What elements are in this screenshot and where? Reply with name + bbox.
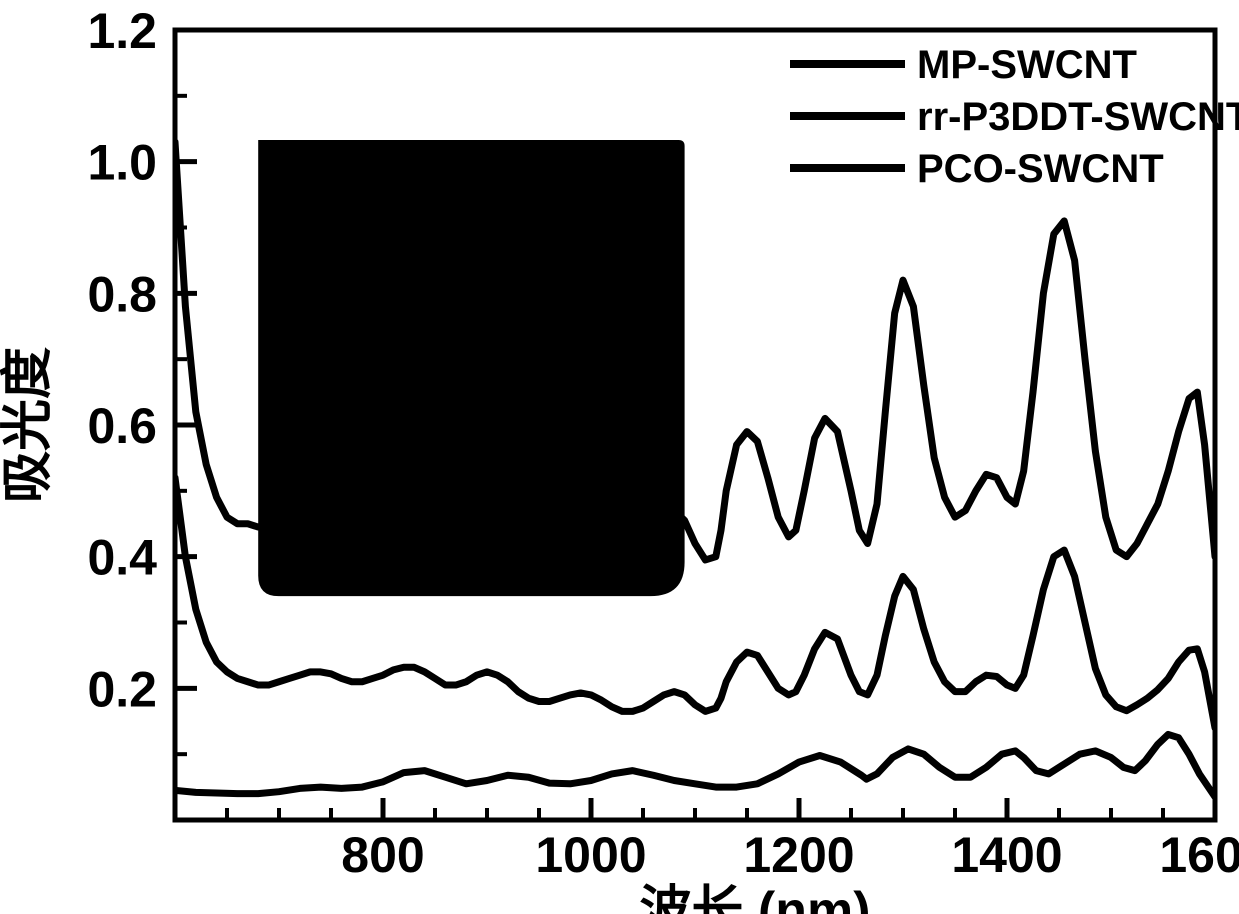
x-tick-label: 1600 (1159, 827, 1239, 883)
y-tick-label: 0.2 (87, 661, 157, 717)
y-tick-label: 0.4 (87, 530, 157, 586)
x-tick-label: 1000 (535, 827, 646, 883)
legend-label: PCO-SWCNT (917, 147, 1164, 191)
inset-image (258, 140, 684, 596)
y-tick-label: 0.6 (87, 398, 157, 454)
x-tick-label: 1200 (743, 827, 854, 883)
legend-label: MP-SWCNT (917, 43, 1137, 87)
legend-label: rr-P3DDT-SWCNT (917, 95, 1239, 139)
legend-swatch (790, 112, 905, 120)
legend-swatch (790, 60, 905, 68)
y-tick-label: 1.2 (87, 3, 157, 59)
spectrum-chart: 800 1000 1200 1400 1600 0.2 0.4 0.6 0.8 1.0 1.2 波长 … (0, 0, 1239, 914)
x-tick-label: 1400 (951, 827, 1062, 883)
y-tick-label: 0.8 (87, 266, 157, 322)
x-tick-label: 800 (341, 827, 424, 883)
chart-root: 800 1000 1200 1400 1600 0.2 0.4 0.6 0.8 1.0 1.2 波长 … (0, 0, 1239, 914)
legend-swatch (790, 164, 905, 172)
y-axis-label: 吸光度 (0, 347, 57, 503)
x-axis-label: 波长 (nm) (639, 882, 870, 914)
y-tick-label: 1.0 (87, 135, 157, 191)
